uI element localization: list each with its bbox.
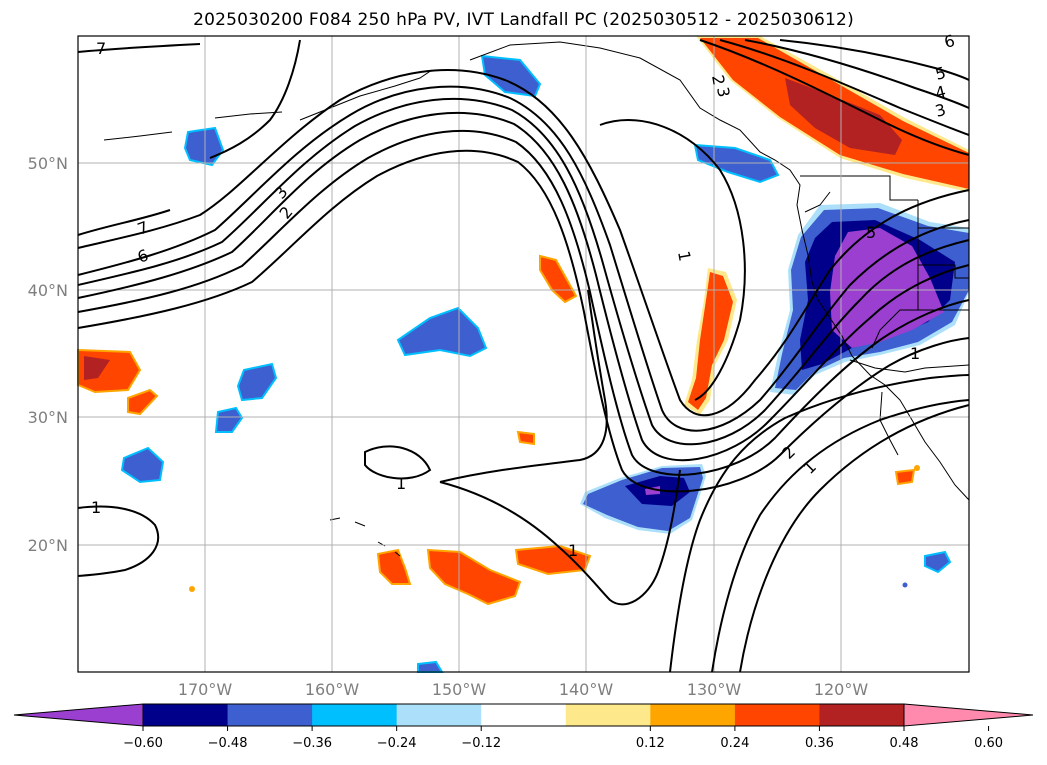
chart-title: 2025030200 F084 250 hPa PV, IVT Landfall… — [193, 10, 854, 30]
borders — [800, 175, 970, 373]
positive-anomaly-subtropical-jet — [684, 268, 737, 415]
colorbar-tick-label: −0.24 — [377, 736, 417, 751]
lon-label-130w: 130°W — [687, 680, 742, 699]
colorbar-bin — [312, 704, 398, 726]
latitude-labels: 50°N 40°N 30°N 20°N — [28, 154, 68, 555]
colorbar-outline — [142, 703, 905, 727]
colorbar-bin — [143, 704, 229, 726]
longitude-labels: 170°W 160°W 150°W 140°W 130°W 120°W — [178, 680, 869, 699]
lon-label-120w: 120°W — [814, 680, 869, 699]
contour-label: 7 — [96, 39, 106, 58]
colorbar-tick-label: −0.36 — [292, 736, 332, 751]
colorbar-tick-label: 0.48 — [890, 736, 919, 751]
pv-contours — [77, 39, 970, 673]
contour-label: 3 — [933, 100, 948, 121]
colorbar-extend-min — [13, 703, 144, 727]
map-frame — [77, 35, 970, 673]
colorbar-bin — [734, 704, 820, 726]
lon-label-140w: 140°W — [559, 680, 614, 699]
colorbar-tick-label: −0.60 — [123, 736, 163, 751]
contour-label: 5 — [866, 223, 876, 242]
contour-label: 4 — [933, 82, 948, 103]
colorbar-bin — [819, 704, 905, 726]
contour-label: 1 — [910, 344, 920, 363]
colorbar-tick-label: 0.24 — [720, 736, 749, 751]
colorbar-tick-label: −0.12 — [461, 736, 501, 751]
colorbar-bin — [565, 704, 651, 726]
lat-label-50n: 50°N — [28, 154, 68, 173]
contour-label: 1 — [674, 249, 694, 262]
lon-label-150w: 150°W — [432, 680, 487, 699]
colorbar-tick-label: −0.48 — [208, 736, 248, 751]
contour-label: 1 — [91, 498, 101, 517]
contour-label: 1 — [568, 541, 578, 560]
colorbar-extend-max — [903, 703, 1034, 727]
contour-label: 2 — [708, 73, 728, 86]
colorbar-tick-label: 0.60 — [974, 736, 1003, 751]
lat-label-30n: 30°N — [28, 408, 68, 427]
lon-label-170w: 170°W — [178, 680, 233, 699]
colorbar: −0.60 −0.48 −0.36 −0.24 −0.12 0.12 0.24 0.36 0.4… — [13, 703, 1034, 751]
colorbar-bin — [396, 704, 482, 726]
colorbar-tick-label: 0.36 — [805, 736, 834, 751]
colorbar-bin — [650, 704, 736, 726]
graticule — [78, 36, 969, 672]
colorbar-bin — [481, 704, 567, 726]
positive-anomaly-small — [77, 254, 920, 606]
colorbar-bin — [227, 704, 313, 726]
contour-label: 5 — [933, 63, 948, 84]
positive-anomaly-nw-coast — [696, 36, 969, 192]
colorbar-tick-label: 0.12 — [636, 736, 665, 751]
lat-label-20n: 20°N — [28, 536, 68, 555]
contour-label: 1 — [396, 474, 406, 493]
lon-label-160w: 160°W — [305, 680, 360, 699]
contour-label: 3 — [713, 85, 733, 98]
lat-label-40n: 40°N — [28, 281, 68, 300]
